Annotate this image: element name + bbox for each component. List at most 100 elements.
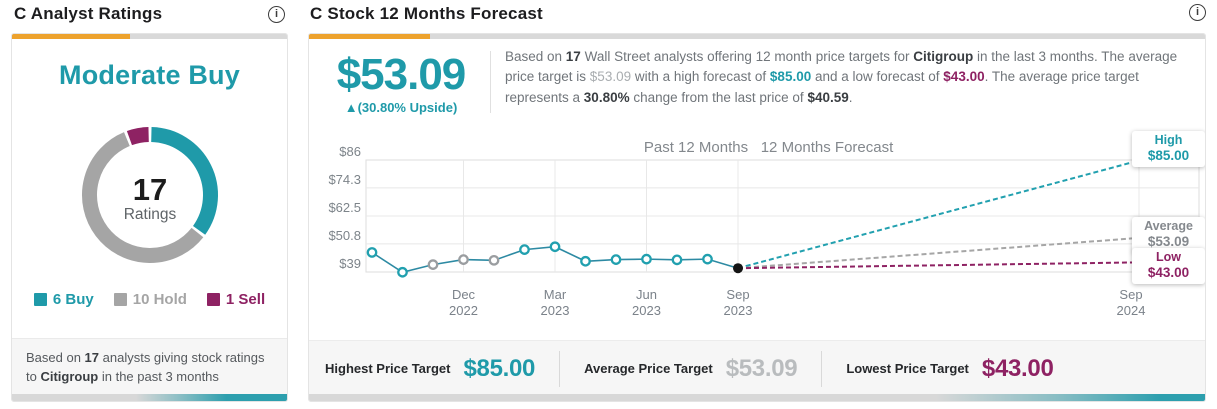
ratings-legend: 6 Buy 10 Hold 1 Sell [12, 291, 287, 308]
average-price-target: $53.09 [336, 50, 467, 99]
price-forecast-chart[interactable]: $86 $74.3 $62.5 $50.8 $39 Dec 2022 Mar 2023 Jun 20… [309, 129, 1205, 321]
stat-average-price-target: Average Price Target $53.09 [584, 354, 798, 383]
text-segment: . [848, 89, 853, 105]
ratings-total-count: 17 [132, 172, 166, 207]
stat-label: Lowest Price Target [846, 361, 969, 376]
price-point-marker[interactable] [458, 254, 469, 265]
y-axis-tick-label: $74.3 [328, 171, 361, 187]
callout-value: $53.09 [1147, 234, 1190, 249]
card-accent-strip-fill [12, 34, 131, 39]
price-point-marker[interactable] [549, 241, 561, 253]
card-accent-strip [12, 34, 287, 39]
legend-swatch [33, 293, 47, 306]
stat-highest-price-target: Highest Price Target $85.00 [325, 355, 535, 383]
price-point-marker[interactable] [580, 255, 591, 267]
stat-label: Average Price Target [584, 361, 713, 376]
x-axis-tick-line: 2023 [540, 303, 570, 318]
price-point-marker[interactable] [610, 254, 622, 265]
price-target-stats-row: Highest Price Target $85.00 Average Price … [309, 340, 1205, 396]
text-segment: analysts giving stock ratings to [26, 350, 265, 384]
card-accent-strip-fill [309, 34, 430, 39]
card-accent-strip [309, 34, 1205, 39]
legend-swatch [206, 293, 220, 306]
forecast-line-average [737, 237, 1133, 270]
text-segment: . The average price target represents a [505, 69, 1139, 105]
stat-divider [821, 350, 823, 387]
stat-divider [559, 350, 561, 387]
forecast-line-low [737, 261, 1133, 270]
right-panel-title: C Stock 12 Months Forecast [310, 4, 543, 23]
x-axis-tick-label: Sep 2023 [706, 287, 770, 319]
forecast-callout-average: Average $53.09 [1132, 217, 1205, 253]
chart-svg [365, 159, 1200, 278]
donut-segment-buy[interactable] [150, 127, 218, 235]
ratings-donut-chart[interactable]: 17 Ratings [12, 122, 287, 268]
forecast-line-high [737, 161, 1133, 270]
text-segment: 17 [565, 49, 581, 64]
x-axis-tick-line: Dec [451, 287, 476, 302]
callout-value: $85.00 [1147, 148, 1190, 163]
price-point-marker[interactable] [397, 266, 408, 278]
stat-value: $53.09 [725, 354, 798, 382]
text-segment: Wall Street analysts offering 12 month p… [580, 49, 914, 64]
text-segment: with a high forecast of [631, 69, 770, 85]
x-axis-tick-label: Jun 2023 [615, 287, 679, 319]
x-axis-tick-line: 2023 [632, 303, 661, 318]
legend-item-hold: 10 Hold [113, 291, 187, 308]
x-axis-tick-line: 2023 [723, 303, 753, 318]
y-axis-tick-label: $62.5 [328, 200, 361, 215]
price-point-marker[interactable] [702, 253, 713, 265]
legend-label: 6 Buy [52, 291, 94, 308]
callout-label: Average [1144, 219, 1193, 233]
text-segment: 30.80% [583, 89, 630, 105]
price-point-marker[interactable] [519, 244, 530, 255]
info-icon[interactable]: i [268, 6, 285, 23]
forecast-callout-high: High $85.00 [1132, 131, 1205, 167]
text-segment: in the past 3 months [98, 368, 219, 384]
text-segment: $53.09 [589, 69, 632, 85]
ratings-footnote: Based on 17 analysts giving stock rating… [12, 338, 287, 394]
card-bottom-gradient-bar [309, 394, 1205, 401]
vertical-divider [490, 51, 491, 113]
stat-value: $85.00 [463, 354, 536, 382]
text-segment: $40.59 [807, 89, 849, 105]
x-axis-tick-line: Mar [543, 287, 567, 302]
text-segment: in the last 3 months. The average price … [505, 49, 1178, 85]
legend-label: 10 Hold [132, 291, 187, 308]
stat-value: $43.00 [981, 354, 1054, 382]
card-bottom-gradient-bar [12, 394, 287, 401]
analyst-ratings-card: Moderate Buy 17 Ratings 6 Buy 10 Hold 1 Sel… [11, 33, 288, 402]
price-point-marker[interactable] [366, 247, 378, 258]
callout-label: High [1154, 133, 1183, 147]
donut-segment-hold[interactable] [81, 132, 203, 263]
stat-label: Highest Price Target [325, 361, 451, 376]
donut-segment-sell[interactable] [126, 127, 149, 146]
callout-label: Low [1156, 250, 1181, 264]
x-axis-tick-line: Jun [636, 287, 657, 302]
x-axis-tick-label: Dec 2022 [432, 287, 496, 319]
price-point-marker[interactable] [488, 254, 500, 266]
text-segment: change from the last price of [629, 89, 808, 105]
price-forecast-card: $53.09 ▲(30.80% Upside) Based on 17 Wall… [308, 33, 1206, 402]
legend-label: 1 Sell [225, 291, 266, 308]
x-axis-tick-line: Sep [726, 287, 750, 302]
text-segment: 17 [84, 350, 100, 365]
chart-section-label: 12 Months Forecast [760, 139, 894, 156]
text-segment: Based on [505, 49, 566, 64]
ratings-total-label: Ratings [123, 206, 176, 223]
price-point-marker[interactable] [641, 253, 652, 265]
price-point-marker[interactable] [671, 254, 683, 266]
callout-value: $43.00 [1147, 265, 1190, 280]
legend-swatch [113, 293, 127, 306]
y-axis-tick-label: $50.8 [328, 227, 361, 243]
last-price-dot[interactable] [733, 263, 743, 274]
info-icon[interactable]: i [1189, 4, 1206, 21]
price-point-marker[interactable] [427, 259, 439, 270]
forecast-callout-low: Low $43.00 [1132, 248, 1205, 284]
text-segment: $85.00 [769, 69, 812, 85]
y-axis-tick-label: $86 [339, 144, 361, 159]
stat-lowest-price-target: Lowest Price Target $43.00 [846, 355, 1053, 383]
upside-percентage: ▲(30.80% Upside) [344, 100, 458, 115]
text-segment: Citigroup [913, 49, 974, 64]
